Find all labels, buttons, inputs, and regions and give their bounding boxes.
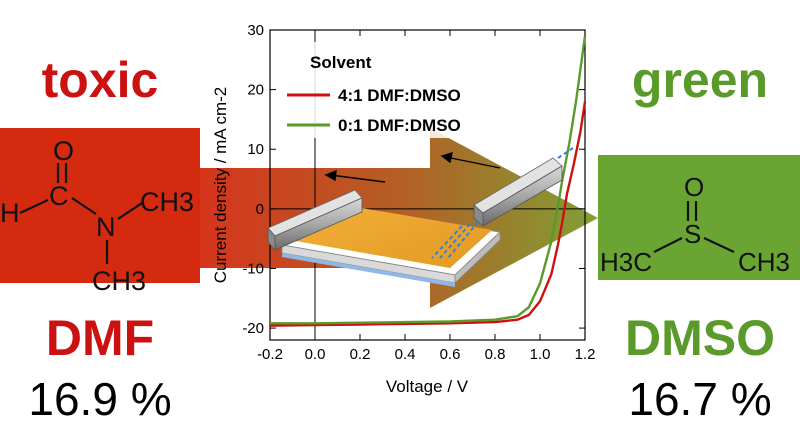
x-tick-label: 0.2 [350,346,371,363]
y-tick-label: -20 [242,320,264,337]
legend-title: Solvent [310,53,372,72]
dmso-atom-ch3: CH3 [738,247,790,277]
jv-chart: -0.2 0.0 0.2 0.4 0.6 0.8 1.0 1.2 -20 -10 0 10 20 30 S… [200,22,598,396]
series-line-1 [270,35,587,325]
dmf-atom-n: N [96,212,116,242]
legend-label-green: 0:1 DMF:DMSO [338,116,461,135]
dmso-atom-s: S [684,219,701,249]
dmso-atom-h3c: H3C [600,247,652,277]
y-tick-label: 0 [256,201,264,218]
x-tick-label: 0.4 [395,346,416,363]
legend-label-red: 4:1 DMF:DMSO [338,86,461,105]
y-tick-label: 30 [247,22,264,39]
y-axis-label: Current density / mA cm-2 [211,87,230,284]
x-tick-label: -0.2 [257,346,283,363]
dmf-panel [0,128,200,283]
x-tick-label: 1.2 [575,346,596,363]
x-axis-label: Voltage / V [386,377,469,396]
legend: Solvent 4:1 DMF:DMSO 0:1 DMF:DMSO [282,42,550,138]
y-tick-label: 20 [247,82,264,99]
dmso-molecule: O S H3C CH3 [600,172,790,277]
green-tag: green [632,52,768,108]
dmf-efficiency: 16.9 % [28,373,171,425]
toxic-tag: toxic [42,52,159,108]
dmf-atom-c: C [49,181,69,211]
dmso-label: DMSO [625,310,775,366]
dmf-atom-h: H [0,198,20,228]
x-tick-label: 0.6 [440,346,461,363]
series-line-0 [269,101,587,327]
dmf-label: DMF [46,310,154,366]
device-illustration [267,147,574,287]
x-tick-label: 0.8 [485,346,506,363]
x-tick-label: 1.0 [530,346,551,363]
y-tick-label: -10 [242,260,264,277]
y-tick-label: 10 [247,141,264,158]
dmso-panel [598,155,800,280]
dmso-atom-o: O [684,172,704,202]
dmf-molecule: O H C N CH3 CH3 [0,136,194,296]
x-tick-label: 0.0 [305,346,326,363]
dmf-atom-ch3-bottom: CH3 [92,266,146,296]
dmf-atom-ch3-top: CH3 [140,187,194,217]
plot-frame [269,29,586,341]
dmf-atom-o: O [53,136,74,166]
dmso-efficiency: 16.7 % [628,373,771,425]
